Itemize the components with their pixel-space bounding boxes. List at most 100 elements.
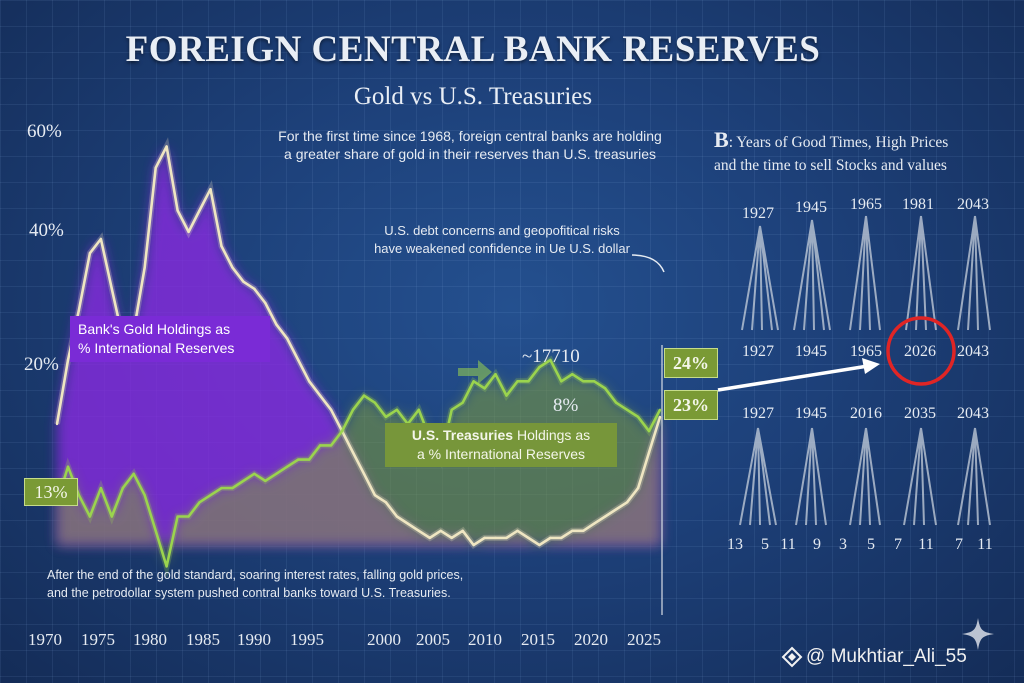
gold-legend-line1: Bank's Gold Holdings as — [78, 321, 231, 337]
treasury-point-2008 — [472, 380, 475, 383]
x-tick-1975: 1975 — [81, 630, 115, 649]
peak-glyph-r1-2 — [793, 219, 831, 331]
treasury-point-2017 — [571, 373, 574, 376]
treasury-point-1976 — [121, 486, 124, 490]
treasury-point-1975 — [110, 515, 114, 518]
gold-point-2005 — [439, 529, 442, 532]
treasury-point-2001 — [395, 408, 399, 411]
gold-point-1987 — [242, 280, 245, 283]
row1-year-2: 1945 — [795, 199, 827, 216]
note-top: For the first time since 1968, foreign c… — [240, 127, 700, 163]
row1-year-5: 2043 — [957, 196, 989, 213]
gold-point-2025 — [658, 415, 662, 419]
treasury-point-2013 — [527, 380, 530, 383]
gold-point-2013 — [527, 536, 530, 540]
y-tick-20: 20% — [24, 354, 59, 375]
sparkle-icon — [962, 618, 994, 650]
treasury-point-2009 — [483, 387, 486, 390]
gold-end-tag: 24% — [664, 348, 718, 378]
gold-legend-line2: % International Reserves — [78, 340, 235, 356]
row3-year-5: 2043 — [957, 405, 989, 422]
treasury-point-2022 — [625, 408, 629, 411]
treasury-point-2024 — [647, 429, 651, 433]
note-bottom: After the end of the gold standard, soar… — [47, 566, 463, 602]
gold-point-1997 — [351, 451, 355, 454]
x-tick-1985: 1985 — [186, 630, 220, 649]
right-panel-title: B: Years of Good Times, High Prices and … — [714, 128, 1014, 177]
right-panel-title-line1: B: Years of Good Times, High Prices — [714, 128, 1014, 154]
treasury-point-1994 — [318, 444, 322, 447]
gold-point-2014 — [538, 543, 541, 547]
peak-glyph-r1-5 — [957, 215, 991, 331]
gold-point-2024 — [647, 451, 651, 454]
treasury-point-1972 — [77, 493, 81, 497]
gold-point-2004 — [428, 536, 431, 540]
treasury-point-2019 — [593, 380, 596, 383]
treasury-point-1971 — [66, 465, 70, 468]
treasury-point-1988 — [253, 472, 256, 476]
gold-point-1990 — [275, 323, 278, 326]
row2-year-1: 1927 — [742, 343, 774, 360]
treasury-point-2003 — [417, 408, 420, 411]
treasury-point-2000 — [384, 415, 388, 419]
gold-point-1984 — [209, 187, 212, 191]
treasury-legend-box: U.S. Treasuries Holdings as a % Internat… — [385, 423, 617, 467]
gold-point-1981 — [176, 209, 179, 212]
gold-point-1994 — [318, 394, 322, 397]
mid-label-2: 8% — [553, 395, 579, 416]
peak-glyph-r3-1 — [739, 427, 777, 526]
note-mid: U.S. debt concerns and geopofitical risk… — [352, 222, 652, 258]
row2-year-5: 2043 — [957, 343, 989, 360]
note-bottom-line2: and the petrodollar system pushed contra… — [47, 586, 451, 600]
gold-point-2020 — [603, 515, 607, 518]
gold-point-2021 — [614, 508, 618, 511]
treasury-point-1992 — [297, 458, 300, 461]
gold-point-2016 — [560, 536, 563, 540]
gold-point-1982 — [187, 230, 190, 234]
gold-point-1983 — [198, 209, 201, 212]
treasury-point-2025 — [658, 408, 662, 411]
gold-point-2022 — [625, 501, 629, 504]
row4-num-8: 11 — [918, 536, 934, 553]
x-tick-2025: 2025 — [627, 630, 661, 649]
gold-point-2015 — [549, 536, 552, 540]
gold-point-1992 — [297, 358, 300, 362]
gold-point-2002 — [406, 522, 410, 525]
treasury-point-1982 — [187, 515, 190, 518]
gold-point-2009 — [483, 536, 486, 540]
treasury-point-1980 — [165, 565, 168, 568]
treasury-point-1989 — [264, 479, 267, 483]
note-mid-line2: have weakened confidence in Ue U.S. doll… — [374, 241, 630, 256]
x-tick-2000: 2000 — [367, 630, 401, 649]
treasury-point-1973 — [88, 515, 92, 518]
treasury-point-1977 — [132, 472, 135, 476]
gold-point-1993 — [307, 380, 311, 383]
watermark-text: @ Mukhtiar_Ali_55 — [806, 646, 967, 667]
peak-glyph-r1-1 — [741, 225, 779, 331]
row4-num-10: 11 — [977, 536, 993, 553]
row3-year-3: 2016 — [850, 405, 882, 422]
highlight-circle-2026 — [886, 316, 956, 386]
gold-point-1999 — [373, 493, 377, 497]
row3-year-1: 1927 — [742, 405, 774, 422]
x-tick-2005: 2005 — [416, 630, 450, 649]
gold-point-2007 — [461, 529, 464, 532]
peak-glyph-r3-2 — [795, 427, 827, 526]
x-tick-1970: 1970 — [28, 630, 62, 649]
treasury-point-1997 — [351, 408, 355, 411]
x-tick-1995: 1995 — [290, 630, 324, 649]
right-panel-letter: B — [714, 127, 729, 152]
row4-num-1: 13 — [727, 536, 743, 553]
mid-label-1: ~17710 — [522, 346, 580, 367]
treasury-point-1999 — [373, 401, 377, 404]
page-subtitle: Gold vs U.S. Treasuries — [353, 83, 593, 110]
gold-point-2012 — [516, 529, 519, 532]
gold-point-1995 — [329, 408, 333, 411]
gold-point-1979 — [154, 166, 157, 170]
peak-glyph-r3-4 — [903, 427, 937, 526]
gold-legend-box: Bank's Gold Holdings as % International … — [70, 316, 270, 362]
gold-point-1991 — [286, 337, 289, 340]
treasury-legend-bold: U.S. Treasuries — [411, 427, 514, 443]
